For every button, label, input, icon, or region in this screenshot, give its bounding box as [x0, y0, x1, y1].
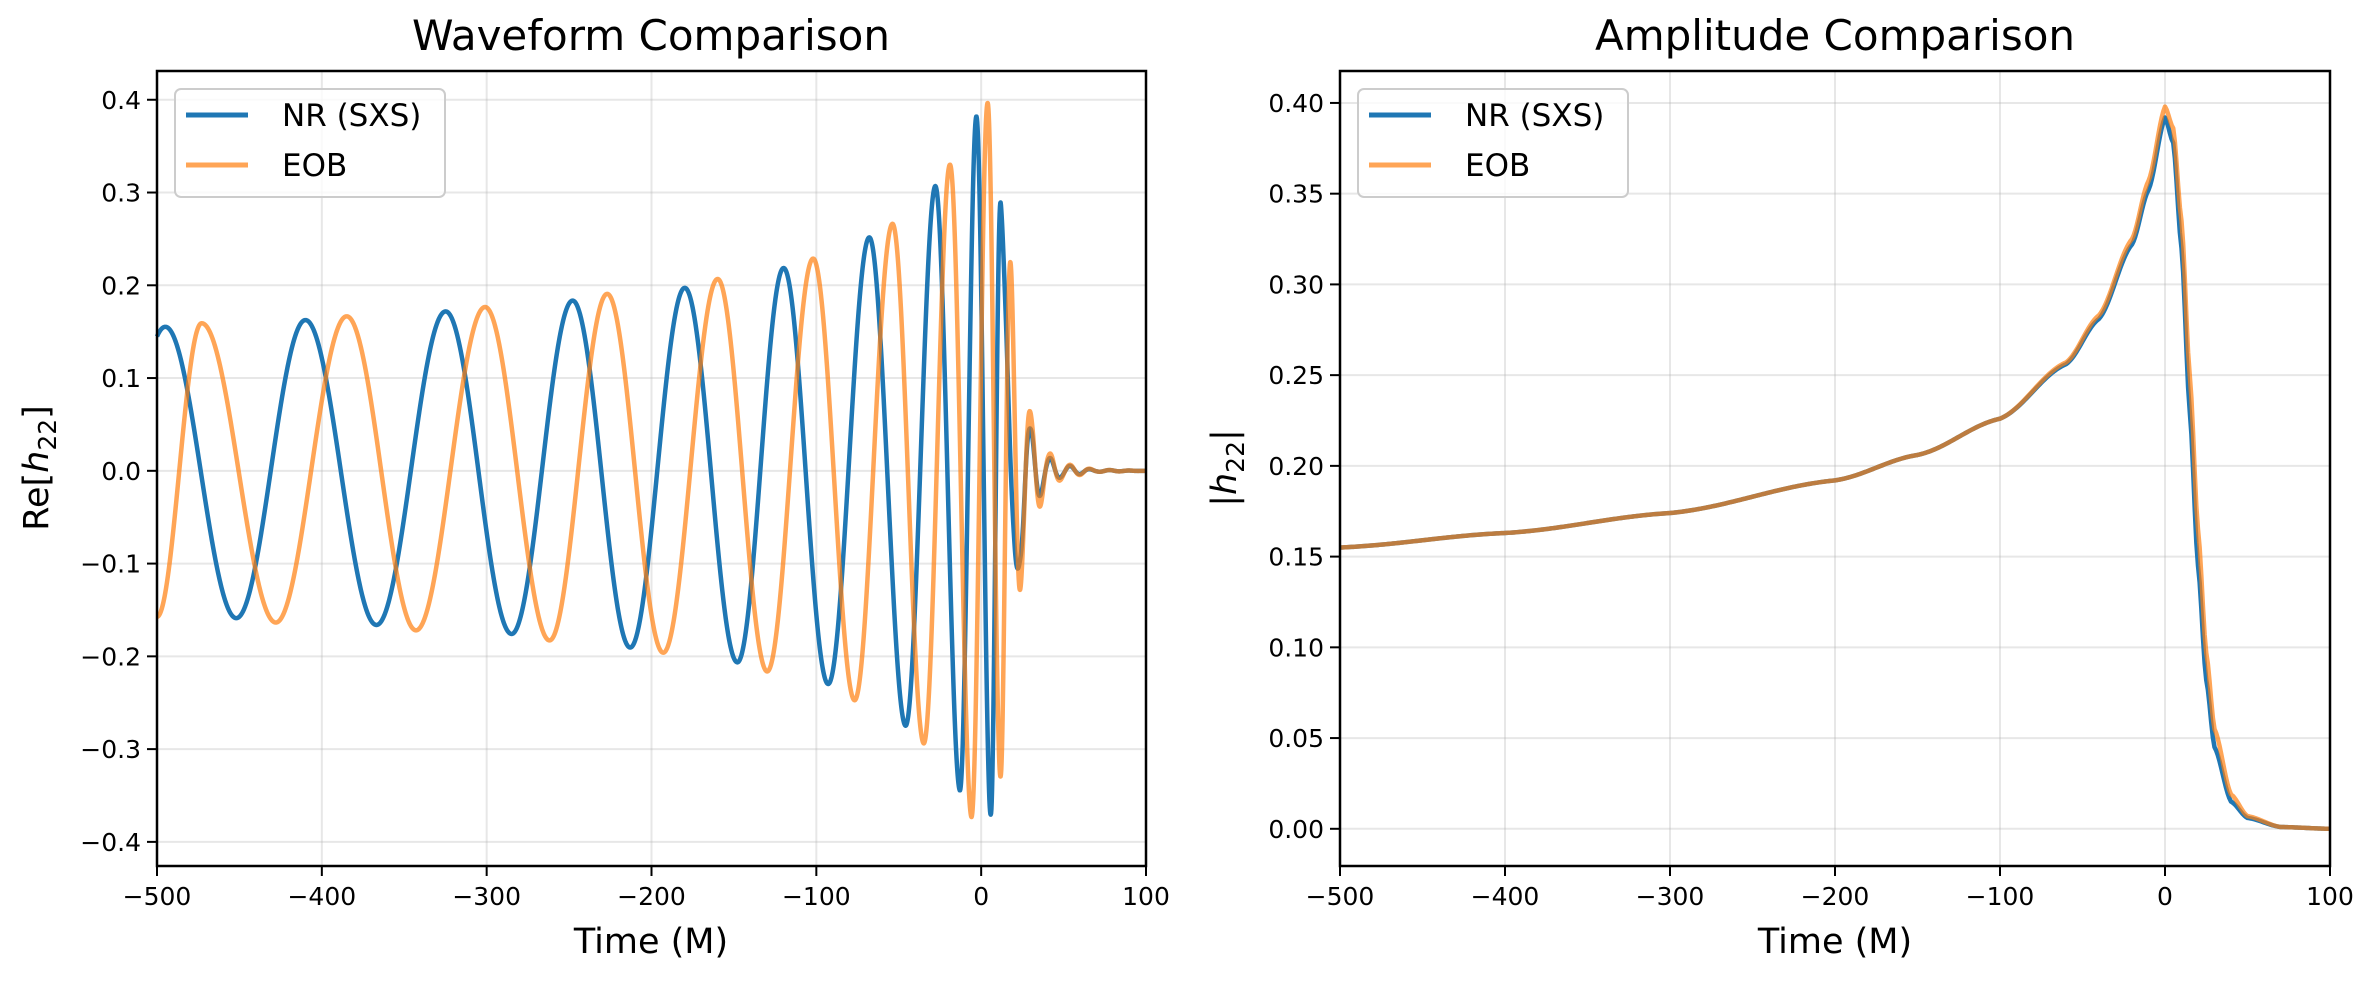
- y-tick-label: 0.2: [101, 271, 141, 300]
- waveform-ylabel: Re[h22]: [17, 405, 62, 531]
- y-tick-label: 0.20: [1268, 452, 1324, 481]
- waveform-ylabel-prefix: Re[: [17, 473, 57, 531]
- amplitude-lines: [1339, 104, 2331, 832]
- y-tick-label: −0.2: [80, 642, 141, 671]
- y-tick-label: 0.0: [101, 457, 141, 486]
- waveform-lines: [154, 100, 1148, 820]
- waveform-series-eob: [155, 100, 1148, 820]
- y-tick-label: 0.40: [1268, 89, 1324, 118]
- x-tick-label: 100: [1122, 882, 1170, 911]
- amplitude-yticks: 0.00 0.05 0.10 0.15 0.20 0.25 0.30 0.35 0.40: [1268, 89, 1340, 844]
- y-tick-label: 0.00: [1268, 815, 1324, 844]
- x-tick-label: −100: [1966, 882, 2035, 911]
- amplitude-title: Amplitude Comparison: [1595, 11, 2075, 60]
- y-tick-label: 0.35: [1268, 180, 1324, 209]
- waveform-panel: Waveform Comparison −500 −400 −300 −200 −100…: [17, 11, 1170, 962]
- amplitude-ylabel-prefix: |: [1205, 495, 1245, 507]
- x-tick-label: −200: [1801, 882, 1870, 911]
- amplitude-xticks: −500 −400 −300 −200 −100 0 100: [1306, 866, 2354, 911]
- y-tick-label: −0.3: [80, 735, 141, 764]
- amplitude-ylabel-sub: 22: [1221, 441, 1250, 473]
- amplitude-ylabel: |h22|: [1205, 429, 1250, 507]
- x-tick-label: −100: [782, 882, 851, 911]
- x-tick-label: −300: [452, 882, 521, 911]
- y-tick-label: −0.4: [80, 828, 141, 857]
- y-tick-label: 0.15: [1268, 543, 1324, 572]
- amplitude-legend: NR (SXS) EOB: [1357, 88, 1629, 198]
- y-tick-label: 0.1: [101, 364, 141, 393]
- y-tick-label: 0.3: [101, 179, 141, 208]
- x-tick-label: −200: [617, 882, 686, 911]
- waveform-xlabel: Time (M): [573, 922, 728, 962]
- amplitude-series-eob: [1339, 104, 2331, 832]
- waveform-ylabel-var: h: [17, 451, 57, 473]
- x-tick-label: 0: [2157, 882, 2173, 911]
- waveform-legend-label-nr: NR (SXS): [282, 98, 421, 134]
- x-tick-label: −500: [1306, 882, 1375, 911]
- x-tick-label: 0: [973, 882, 989, 911]
- amplitude-legend-label-eob: EOB: [1465, 148, 1530, 184]
- x-tick-label: −500: [123, 882, 192, 911]
- amplitude-legend-label-nr: NR (SXS): [1465, 98, 1604, 134]
- waveform-ylabel-sub: 22: [33, 419, 62, 451]
- amplitude-panel: Amplitude Comparison −500 −400 −300 −200 −10…: [1205, 11, 2354, 962]
- y-tick-label: 0.30: [1268, 270, 1324, 299]
- waveform-xticks: −500 −400 −300 −200 −100 0 100: [123, 866, 1170, 911]
- x-tick-label: 100: [2306, 882, 2354, 911]
- y-tick-label: 0.4: [101, 86, 141, 115]
- x-tick-label: −300: [1636, 882, 1705, 911]
- x-tick-label: −400: [1471, 882, 1540, 911]
- waveform-ylabel-suffix: ]: [17, 405, 57, 419]
- amplitude-ylabel-var: h: [1205, 473, 1245, 495]
- y-tick-label: 0.10: [1268, 633, 1324, 662]
- amplitude-xlabel: Time (M): [1757, 922, 1912, 962]
- y-tick-label: −0.1: [80, 550, 141, 579]
- x-tick-label: −400: [287, 882, 356, 911]
- waveform-yticks: −0.4 −0.3 −0.2 −0.1 0.0 0.1 0.2 0.3 0.4: [80, 86, 157, 857]
- waveform-title: Waveform Comparison: [412, 11, 890, 60]
- y-tick-label: 0.05: [1268, 724, 1324, 753]
- waveform-legend-label-eob: EOB: [282, 148, 347, 184]
- waveform-legend: NR (SXS) EOB: [174, 88, 446, 198]
- amplitude-ylabel-suffix: |: [1205, 429, 1245, 441]
- y-tick-label: 0.25: [1268, 361, 1324, 390]
